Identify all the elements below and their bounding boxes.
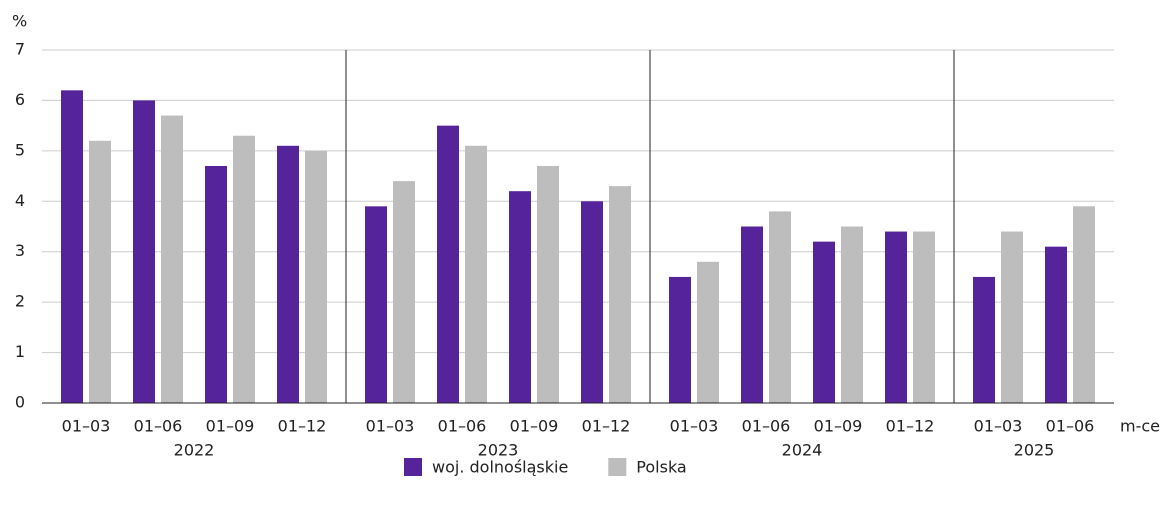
bar xyxy=(1073,206,1095,403)
bar xyxy=(393,181,415,403)
group-label: 2025 xyxy=(1014,441,1055,460)
legend-swatch xyxy=(404,458,422,476)
bar xyxy=(61,90,83,403)
bar xyxy=(669,276,691,403)
bar xyxy=(973,276,995,403)
x-tick-label: 01–09 xyxy=(206,417,255,436)
y-tick-label: 5 xyxy=(15,140,25,159)
bar xyxy=(697,261,719,403)
bar xyxy=(437,125,459,404)
x-tick-label: 01–06 xyxy=(742,417,791,436)
y-tick-label: 1 xyxy=(15,342,25,361)
x-tick-label: 01–03 xyxy=(366,417,415,436)
bar xyxy=(1045,246,1067,403)
bar xyxy=(365,206,387,403)
bar xyxy=(277,145,299,404)
legend-swatch xyxy=(608,458,627,476)
bar xyxy=(581,201,603,403)
x-tick-label: 01–03 xyxy=(62,417,111,436)
bar xyxy=(305,150,327,403)
bar xyxy=(1001,231,1023,403)
bar xyxy=(465,145,487,404)
x-axis-label: m-ce xyxy=(1120,417,1160,436)
bar xyxy=(161,115,183,404)
y-tick-label: 2 xyxy=(15,292,25,311)
bar xyxy=(913,231,935,403)
bar xyxy=(741,226,763,403)
y-axis-label: % xyxy=(12,12,27,31)
bar xyxy=(841,226,863,403)
x-tick-label: 01–03 xyxy=(974,417,1023,436)
bar xyxy=(509,191,531,403)
x-tick-label: 01–03 xyxy=(670,417,719,436)
bar xyxy=(205,165,227,403)
x-tick-label: 01–06 xyxy=(438,417,487,436)
bar xyxy=(769,211,791,403)
group-label: 2022 xyxy=(174,441,215,460)
y-tick-label: 3 xyxy=(15,241,25,260)
y-tick-label: 7 xyxy=(15,40,25,59)
x-tick-label: 01–12 xyxy=(278,417,327,436)
legend-label: woj. dolnośląskie xyxy=(432,458,568,477)
bar xyxy=(537,165,559,403)
bar xyxy=(609,186,631,403)
bar xyxy=(233,135,255,403)
bar xyxy=(89,140,111,403)
x-tick-label: 01–12 xyxy=(886,417,935,436)
x-tick-label: 01–06 xyxy=(134,417,183,436)
group-label: 2024 xyxy=(782,441,823,460)
x-tick-label: 01–09 xyxy=(814,417,863,436)
x-tick-label: 01–12 xyxy=(582,417,631,436)
bar xyxy=(133,100,155,403)
y-tick-label: 6 xyxy=(15,90,25,109)
legend-label: Polska xyxy=(636,458,686,477)
group-label: 2023 xyxy=(478,441,519,460)
bar xyxy=(813,241,835,403)
x-tick-label: 01–06 xyxy=(1046,417,1095,436)
x-tick-label: 01–09 xyxy=(510,417,559,436)
y-tick-label: 4 xyxy=(15,191,25,210)
bar xyxy=(885,231,907,403)
y-tick-label: 0 xyxy=(15,393,25,412)
